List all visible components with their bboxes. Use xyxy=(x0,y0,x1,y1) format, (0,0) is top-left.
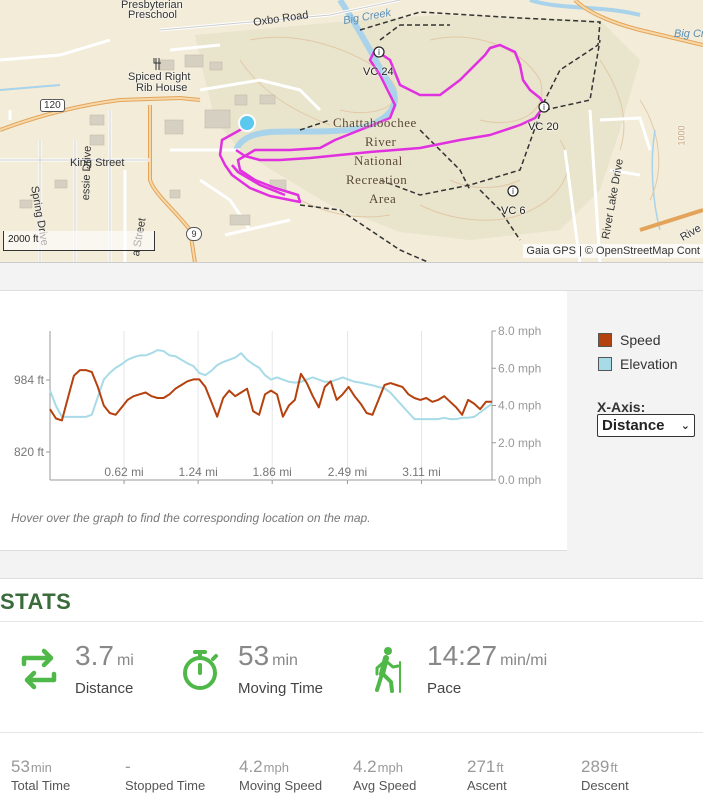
chart-hover-hint: Hover over the graph to find the corresp… xyxy=(11,511,371,525)
descent-value: 289 xyxy=(581,757,610,776)
stats-main: 3.7 mi Distance 53 min Moving Time xyxy=(0,622,703,732)
map-label-essie-drive: essie Drive xyxy=(80,145,94,201)
scale-label: 2000 ft xyxy=(8,234,39,245)
right-tick-label-2: 4.0 mph xyxy=(498,399,541,413)
legend-item-elevation[interactable]: Elevation xyxy=(598,356,678,372)
moving-time-label: Moving Time xyxy=(238,680,324,697)
start-marker xyxy=(238,114,256,132)
x-tick-label-0: 0.62 mi xyxy=(104,465,143,479)
left-tick-label-0: 984 ft xyxy=(14,373,45,387)
svg-text:i: i xyxy=(543,103,545,112)
x-tick-label-4: 3.11 mi xyxy=(402,465,440,479)
pace-unit: min/mi xyxy=(500,652,548,669)
map-label-contour: 1000 xyxy=(676,125,687,146)
moving-time-unit: min xyxy=(272,652,298,669)
right-tick-label-1: 6.0 mph xyxy=(498,361,541,375)
svg-text:i: i xyxy=(512,187,514,196)
total-time-unit: min xyxy=(30,760,52,775)
distance-value: 3.7 xyxy=(75,640,114,671)
park-label-line-4: Recreation xyxy=(346,172,408,187)
stat-total-time: 53min Total Time xyxy=(11,757,70,793)
stopped-time-label: Stopped Time xyxy=(125,778,206,793)
map-label-preschool: Preschool xyxy=(128,9,177,21)
descent-unit: ft xyxy=(610,760,618,775)
ascent-label: Ascent xyxy=(467,778,507,793)
x-tick-label-2: 1.86 mi xyxy=(253,465,292,479)
xaxis-select-value: Distance xyxy=(602,417,665,434)
hiker-icon xyxy=(375,647,401,693)
right-tick-label-0: 8.0 mph xyxy=(498,324,541,338)
moving-speed-value: 4.2 xyxy=(239,757,263,776)
map-label-king-street: King Street xyxy=(70,157,125,169)
right-tick-label-3: 2.0 mph xyxy=(498,436,541,450)
moving-speed-unit: mph xyxy=(263,760,289,775)
stat-stopped-time: - Stopped Time xyxy=(125,757,205,793)
map-view[interactable]: i i i Presbyterian Preschool Oxbo Road B… xyxy=(0,0,703,263)
chart-controls: Speed Elevation X-Axis: Distance ⌄ xyxy=(567,291,703,552)
loop-arrows-icon xyxy=(21,648,57,690)
x-tick-label-3: 2.49 mi xyxy=(328,465,367,479)
chevron-down-icon: ⌄ xyxy=(680,420,690,432)
map-label-presbyterian: Presbyterian xyxy=(121,0,183,11)
avg-speed-label: Avg Speed xyxy=(353,778,417,793)
ascent-value: 271 xyxy=(467,757,496,776)
park-label-line-2: River xyxy=(365,134,397,149)
park-label-line-3: National xyxy=(354,153,403,168)
legend-label-speed: Speed xyxy=(620,332,661,348)
legend-swatch-elevation xyxy=(598,357,612,371)
x-tick-label-1: 1.24 mi xyxy=(178,465,217,479)
elevation-series-line xyxy=(49,349,493,421)
route-120-badge: 120 xyxy=(40,99,65,112)
svg-text:i: i xyxy=(378,48,380,57)
legend-swatch-speed xyxy=(598,333,612,347)
pace-value: 14:27 xyxy=(427,640,498,671)
avg-speed-unit: mph xyxy=(377,760,403,775)
left-tick-label-1: 820 ft xyxy=(14,445,45,459)
total-time-label: Total Time xyxy=(11,778,71,793)
map-label-vc20: VC 20 xyxy=(528,121,559,133)
stat-descent: 289ft Descent xyxy=(581,757,629,793)
map-label-vc6: VC 6 xyxy=(501,205,526,217)
stats-title: STATS xyxy=(0,589,72,614)
route-9-badge: 9 xyxy=(186,227,202,241)
speed-elevation-chart[interactable]: 0.62 mi 1.24 mi 1.86 mi 2.49 mi 3.11 mi 984 f… xyxy=(0,291,567,511)
stat-ascent: 271ft Ascent xyxy=(467,757,507,793)
pace-label: Pace xyxy=(427,680,462,697)
map-label-rib-house: Rib House xyxy=(136,82,188,94)
park-label-line-5: Area xyxy=(369,191,397,206)
map-label-vc24: VC 24 xyxy=(363,66,394,78)
legend-label-elevation: Elevation xyxy=(620,356,678,372)
legend-item-speed[interactable]: Speed xyxy=(598,332,660,348)
map-scale-bar: 2000 ft xyxy=(3,231,155,251)
stopwatch-icon xyxy=(183,650,218,690)
stopped-time-value: - xyxy=(125,757,131,776)
xaxis-label: X-Axis: xyxy=(597,399,646,415)
total-time-value: 53 xyxy=(11,757,30,776)
park-label-line-1: Chattahoochee xyxy=(333,115,417,130)
ascent-unit: ft xyxy=(496,760,504,775)
moving-time-value: 53 xyxy=(238,640,270,671)
stats-secondary: 53min Total Time - Stopped Time 4.2mph M… xyxy=(0,732,703,803)
chart-panel: 0.62 mi 1.24 mi 1.86 mi 2.49 mi 3.11 mi 984 f… xyxy=(0,290,703,552)
moving-speed-label: Moving Speed xyxy=(239,778,323,793)
map-canvas: i i i xyxy=(0,0,703,262)
speed-series-line xyxy=(49,369,492,422)
stat-avg-speed: 4.2mph Avg Speed xyxy=(353,757,416,793)
map-label-spiced-right: Spiced Right xyxy=(128,71,191,83)
descent-label: Descent xyxy=(581,778,629,793)
distance-unit: mi xyxy=(116,652,134,669)
map-label-big-creek-2: Big Cr xyxy=(674,28,703,40)
distance-label: Distance xyxy=(75,680,134,697)
avg-speed-value: 4.2 xyxy=(353,757,377,776)
stat-moving-speed: 4.2mph Moving Speed xyxy=(239,757,322,793)
track-line xyxy=(218,43,547,204)
right-tick-label-4: 0.0 mph xyxy=(498,473,541,487)
xaxis-select[interactable]: Distance ⌄ xyxy=(597,414,695,437)
stats-header: STATS xyxy=(0,578,703,622)
map-attribution[interactable]: Gaia GPS | © OpenStreetMap Cont xyxy=(523,244,703,258)
